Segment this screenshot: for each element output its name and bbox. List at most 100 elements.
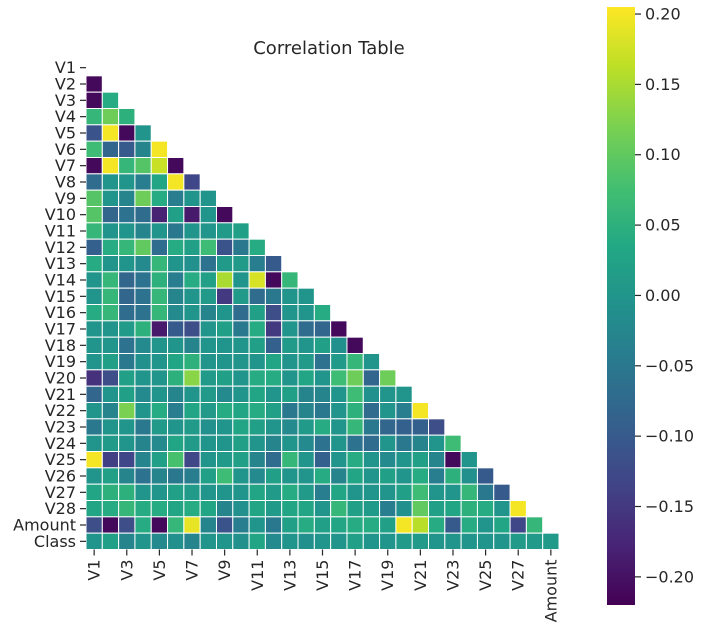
heatmap-cell-V22-V12 <box>264 402 283 420</box>
heatmap-cell-Class-V8 <box>199 532 217 551</box>
y-tick-label: V17 <box>45 320 76 339</box>
heatmap-cell-V20-V17 <box>346 369 364 387</box>
heatmap-cell-V15-V8 <box>199 287 217 305</box>
y-tick-label: V3 <box>55 91 76 110</box>
heatmap-cell-Class-V21 <box>411 532 430 551</box>
heatmap-cell-V24-V19 <box>379 434 397 452</box>
heatmap-cell-V17-V8 <box>199 320 217 338</box>
heatmap-cell-V18-V13 <box>281 336 299 354</box>
colorbar-tick-label: 0.20 <box>645 5 681 24</box>
heatmap-cell-V27-V16 <box>330 483 348 501</box>
heatmap-cell-Amount-V1 <box>85 516 103 534</box>
heatmap-cell-V22-V3 <box>118 402 136 420</box>
heatmap-cell-V27-V13 <box>281 483 299 501</box>
heatmap-cell-V22-V1 <box>85 402 103 420</box>
heatmap-cell-Class-V10 <box>232 532 250 551</box>
heatmap-cell-V18-V11 <box>248 336 266 354</box>
heatmap-cell-V18-V7 <box>183 336 201 354</box>
heatmap-cell-V19-V12 <box>264 353 283 371</box>
x-tick-label: Amount <box>541 560 560 623</box>
heatmap-cell-V24-V7 <box>183 434 201 452</box>
heatmap-cell-V15-V13 <box>281 287 299 305</box>
heatmap-cell-V28-V26 <box>493 500 511 518</box>
heatmap-cell-V9-V5 <box>150 189 169 208</box>
heatmap-cell-V23-V22 <box>428 418 446 436</box>
heatmap-cell-V21-V17 <box>346 385 364 403</box>
heatmap-cell-V13-V3 <box>118 255 136 273</box>
y-tick-label: V13 <box>45 254 76 273</box>
heatmap-cell-V28-V9 <box>215 500 234 518</box>
heatmap-cell-V8-V4 <box>134 173 152 191</box>
heatmap-cell-V21-V10 <box>232 385 250 403</box>
heatmap-cell-V7-V1 <box>85 157 103 175</box>
colorbar-tick-label: −0.10 <box>645 427 694 446</box>
heatmap-cell-V21-V9 <box>215 385 234 403</box>
colorbar-tick-label: −0.15 <box>645 497 694 516</box>
heatmap-cell-V16-V9 <box>215 304 234 322</box>
heatmap-cell-Amount-V27 <box>509 516 527 534</box>
heatmap-cell-V11-V9 <box>215 222 234 240</box>
heatmap-cell-V19-V4 <box>134 353 152 371</box>
heatmap-cell-V13-V12 <box>264 255 283 273</box>
heatmap-cell-V14-V5 <box>150 271 169 289</box>
heatmap-cell-V22-V16 <box>330 402 348 420</box>
heatmap-cell-Amount-V19 <box>379 516 397 534</box>
heatmap-cell-V28-V20 <box>395 500 413 518</box>
heatmap-cell-V24-V16 <box>330 434 348 452</box>
heatmap-cell-V14-V7 <box>183 271 201 289</box>
heatmap-cell-V24-V12 <box>264 434 283 452</box>
heatmap-cell-Class-V9 <box>215 532 234 551</box>
heatmap-cell-V19-V7 <box>183 353 201 371</box>
heatmap-cell-V16-V6 <box>167 304 185 322</box>
y-axis-ticks: V1V2V3V4V5V6V7V8V9V10V11V12V13V14V15V16V… <box>13 58 86 551</box>
heatmap-cell-V14-V9 <box>215 271 234 289</box>
heatmap-cell-V20-V5 <box>150 369 169 387</box>
heatmap-cell-V11-V4 <box>134 222 152 240</box>
heatmap-cell-Class-V20 <box>395 532 413 551</box>
heatmap-cell-V23-V13 <box>281 418 299 436</box>
heatmap-cell-V25-V11 <box>248 451 266 469</box>
y-tick-label: V5 <box>55 124 76 143</box>
heatmap-cell-V9-V8 <box>199 189 217 208</box>
heatmap-cell-V14-V6 <box>167 271 185 289</box>
y-tick-label: V1 <box>55 58 76 77</box>
heatmap-cell-V26-V22 <box>428 467 446 485</box>
heatmap-cell-V17-V5 <box>150 320 169 338</box>
heatmap-cell-V23-V21 <box>411 418 430 436</box>
heatmap-cell-V19-V14 <box>297 353 315 371</box>
heatmap-cell-V26-V24 <box>460 467 478 485</box>
heatmap-cell-V11-V7 <box>183 222 201 240</box>
heatmap-cell-V22-V6 <box>167 402 185 420</box>
colorbar-tick-label: 0.15 <box>645 75 681 94</box>
heatmap-cell-V19-V5 <box>150 353 169 371</box>
heatmap-cell-V22-V21 <box>411 402 430 420</box>
heatmap-cell-Amount-V10 <box>232 516 250 534</box>
heatmap-cell-V12-V1 <box>85 238 103 257</box>
heatmap-cell-V25-V23 <box>444 451 462 469</box>
heatmap-cell-V27-V5 <box>150 483 169 501</box>
y-tick-label: V14 <box>45 271 76 290</box>
heatmap-cell-V28-V14 <box>297 500 315 518</box>
heatmap-cell-V22-V9 <box>215 402 234 420</box>
heatmap-cell-V23-V2 <box>101 418 120 436</box>
y-tick-label: V16 <box>45 303 76 322</box>
heatmap-cell-V19-V17 <box>346 353 364 371</box>
heatmap-cell-V28-V12 <box>264 500 283 518</box>
heatmap-cell-V24-V20 <box>395 434 413 452</box>
heatmap-cell-V20-V16 <box>330 369 348 387</box>
heatmap-cell-V24-V18 <box>362 434 381 452</box>
heatmap-cell-V25-V21 <box>411 451 430 469</box>
heatmap-cell-Amount-V20 <box>395 516 413 534</box>
heatmap-cell-V16-V13 <box>281 304 299 322</box>
y-tick-label: V27 <box>45 483 76 502</box>
heatmap-cell-V21-V2 <box>101 385 120 403</box>
heatmap-cell-V16-V7 <box>183 304 201 322</box>
heatmap-cell-V22-V19 <box>379 402 397 420</box>
heatmap-cell-V26-V12 <box>264 467 283 485</box>
heatmap-cell-V23-V7 <box>183 418 201 436</box>
heatmap-cell-V14-V10 <box>232 271 250 289</box>
heatmap-cell-V26-V8 <box>199 467 217 485</box>
heatmap-cell-V26-V23 <box>444 467 462 485</box>
y-tick-label: V7 <box>55 156 76 175</box>
